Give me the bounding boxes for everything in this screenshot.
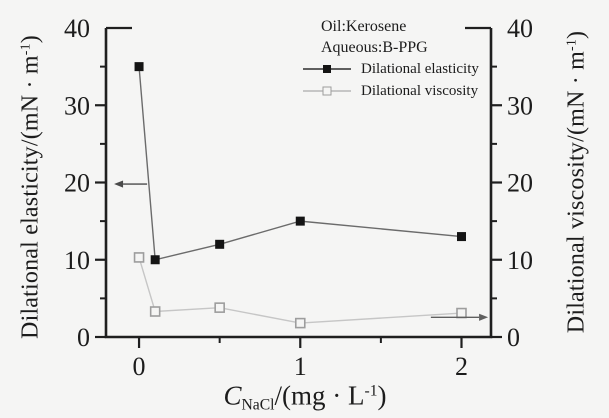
y-tick-label-right: 0	[507, 323, 520, 352]
y-tick-label-right: 20	[507, 169, 533, 198]
series-line-viscosity	[138, 257, 462, 324]
y-tick-label-left: 10	[64, 246, 90, 275]
y-tick-label-left: 40	[64, 14, 90, 43]
y-tick-label-left: 30	[64, 91, 90, 120]
x-axis-label-units: /(mg · L	[274, 380, 365, 411]
marker-viscosity	[133, 252, 145, 263]
y-axis-label-left-text: Dilational elasticity/(mN · m	[17, 55, 44, 339]
marker-elasticity	[456, 232, 466, 242]
legend: Oil:Kerosene Aqueous:B-PPG Dilational el…	[303, 16, 479, 102]
y-axis-label-left-sup: -1	[18, 43, 34, 56]
x-tick-label: 2	[455, 352, 468, 381]
y-axis-label-right-sup: -1	[564, 38, 580, 51]
legend-marker-viscosity-icon	[303, 86, 351, 96]
marker-viscosity	[294, 317, 306, 329]
marker-viscosity	[214, 302, 225, 313]
y-axis-label-right-text: Dilational viscosity/(mN · m	[563, 50, 590, 334]
marker-elasticity	[215, 239, 225, 249]
legend-item-viscosity: Dilational viscosity	[303, 80, 479, 102]
legend-condition-aqueous: Aqueous:B-PPG	[321, 39, 428, 56]
y-tick-label-right: 30	[507, 91, 533, 120]
y-tick-label-left: 0	[77, 323, 90, 352]
y-axis-label-left: Dilational elasticity/(mN · m-1)	[18, 35, 45, 339]
marker-elasticity	[150, 255, 160, 265]
x-axis-label: CNaCl/(mg · L-1)	[223, 380, 387, 414]
legend-marker-elasticity-icon	[303, 64, 351, 74]
y-axis-label-right-close: )	[563, 30, 590, 39]
marker-elasticity	[295, 216, 305, 226]
x-tick-label: 1	[294, 352, 307, 381]
y-tick-label-right: 10	[507, 246, 533, 275]
y-tick-label-left: 20	[64, 169, 90, 198]
y-tick-label-right: 40	[507, 14, 533, 43]
arrow-right-head	[479, 313, 489, 321]
x-axis-label-close: )	[377, 380, 387, 411]
legend-label-viscosity: Dilational viscosity	[361, 82, 479, 99]
x-tick-label: 0	[133, 352, 146, 381]
y-axis-label-right: Dilational viscosity/(mN · m-1)	[564, 31, 591, 333]
arrow-left-head	[114, 180, 124, 188]
x-axis-label-sup: -1	[364, 382, 378, 400]
x-axis-label-subscript: NaCl	[241, 396, 275, 414]
legend-item-elasticity: Dilational elasticity	[303, 58, 479, 80]
marker-viscosity	[456, 307, 467, 319]
x-axis-label-symbol: C	[223, 380, 242, 411]
legend-label-elasticity: Dilational elasticity	[361, 60, 479, 77]
marker-elasticity	[134, 62, 144, 72]
marker-viscosity	[149, 306, 161, 317]
legend-condition-oil: Oil:Kerosene	[321, 18, 407, 35]
